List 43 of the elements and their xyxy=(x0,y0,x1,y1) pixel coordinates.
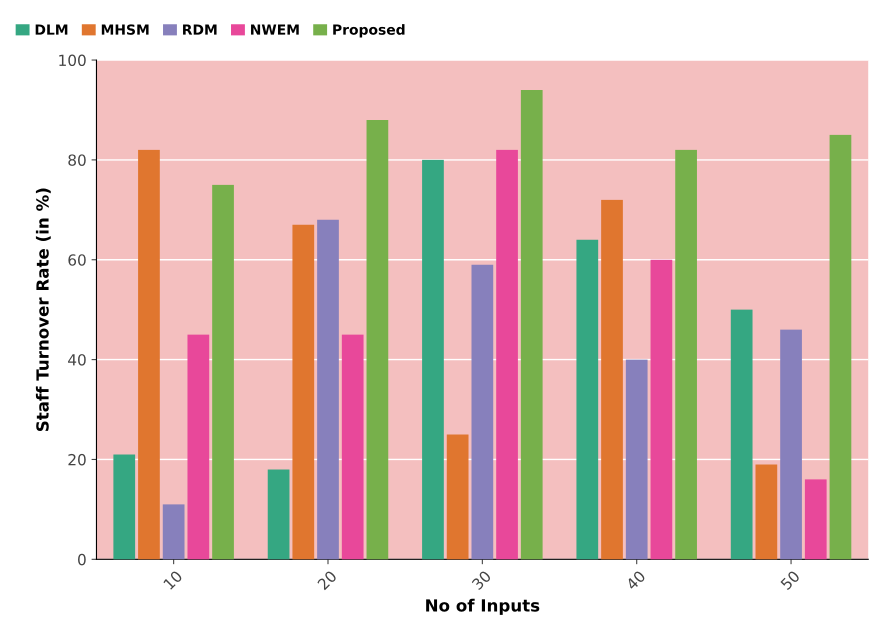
bar xyxy=(496,150,518,560)
bar xyxy=(162,504,185,560)
bar xyxy=(366,120,388,560)
y-axis-title: Staff Turnover Rate (in %) xyxy=(36,188,51,432)
y-tick-label: 20 xyxy=(68,454,86,466)
bar xyxy=(755,464,778,560)
legend-label: RDM xyxy=(183,24,217,35)
x-axis-title: No of Inputs xyxy=(426,598,540,615)
y-tick-label: 100 xyxy=(59,54,86,66)
y-tick-label: 60 xyxy=(68,254,86,266)
bar xyxy=(212,184,234,560)
bar xyxy=(675,150,697,560)
bar xyxy=(113,454,136,560)
bar xyxy=(138,150,160,560)
bar xyxy=(317,220,339,560)
x-tick-label: 50 xyxy=(780,570,800,590)
bar xyxy=(780,330,802,560)
bar xyxy=(626,360,648,560)
x-tick-label: 10 xyxy=(162,570,183,590)
bar xyxy=(576,240,598,560)
bar xyxy=(471,264,494,560)
y-tick-label: 0 xyxy=(78,554,86,566)
bar xyxy=(730,310,753,560)
x-tick-label: 30 xyxy=(471,570,492,590)
bar xyxy=(601,200,623,560)
bar xyxy=(804,479,827,560)
bar xyxy=(650,260,672,560)
legend-label: Proposed xyxy=(333,24,404,38)
bar xyxy=(187,334,210,560)
bar xyxy=(342,334,364,560)
legend-label: MHSM xyxy=(102,24,149,35)
bar xyxy=(446,434,469,560)
legend-label: NWEM xyxy=(251,24,299,35)
bar xyxy=(292,224,314,560)
bar xyxy=(520,90,543,560)
x-tick-label: 40 xyxy=(625,570,646,591)
bar xyxy=(268,469,290,560)
x-tick-label: 20 xyxy=(316,570,338,590)
bar xyxy=(422,160,444,560)
legend-label: DLM xyxy=(36,24,68,35)
bar xyxy=(830,134,852,560)
y-tick-label: 80 xyxy=(68,154,86,166)
y-tick-label: 40 xyxy=(68,354,86,366)
